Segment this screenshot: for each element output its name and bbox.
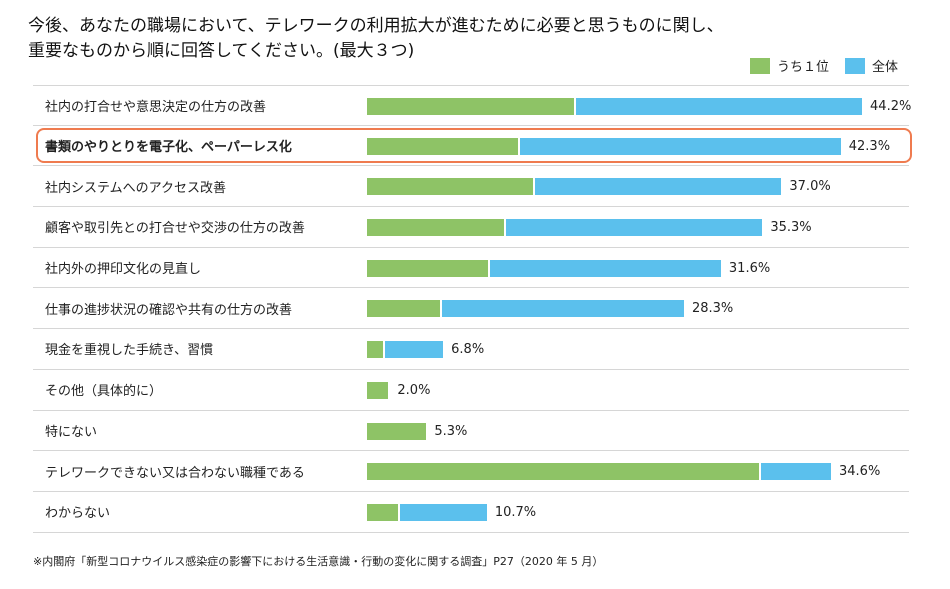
category-label: 現金を重視した手続き、習慣: [45, 343, 214, 359]
legend-label-total: 全体: [871, 60, 898, 75]
chart-row: テレワークできない又は合わない職種である 34.6%: [33, 451, 909, 492]
category-label: 社内外の押印文化の見直し: [45, 262, 202, 278]
chart-row: 社内外の押印文化の見直し 31.6%: [33, 248, 909, 289]
source-note: ※内閣府「新型コロナウイルス感染症の影響下における生活意識・行動の変化に関する調…: [33, 555, 604, 568]
category-label: 特にない: [45, 424, 98, 440]
category-label: わからない: [45, 506, 111, 522]
bar-segment-first: [367, 98, 575, 115]
bar-area: 6.8%: [367, 341, 907, 359]
bar-chart: 社内の打合せや意思決定の仕方の改善 44.2% 書類のやりとりを電子化、ペーパーレス…: [33, 85, 912, 533]
category-label: 顧客や取引先との打合せや交渉の仕方の改善: [45, 221, 305, 237]
bar-segment-first: [367, 178, 533, 196]
category-label: 仕事の進捗状況の確認や共有の仕方の改善: [45, 302, 293, 318]
bar-area: 34.6%: [367, 463, 907, 481]
bar-segment-first: [367, 300, 440, 318]
bar-segment-rest: [441, 300, 684, 318]
bar-segment-first: [367, 381, 389, 399]
value-label: 2.0%: [397, 382, 431, 398]
category-label: テレワークできない又は合わない職種である: [45, 465, 305, 481]
chart-row: わからない 10.7%: [33, 492, 909, 533]
bar-segment-rest: [400, 503, 487, 521]
bar-segment-first: [367, 463, 759, 481]
value-label: 44.2%: [870, 99, 912, 114]
bar-segment-first: [367, 341, 383, 359]
bar-area: 42.3%: [367, 137, 907, 155]
bar-segment-rest: [520, 137, 841, 155]
category-label: 書類のやりとりを電子化、ペーパーレス化: [45, 140, 292, 156]
value-label: 42.3%: [848, 138, 891, 154]
value-label: 37.0%: [789, 179, 831, 195]
chart-row: 顧客や取引先との打合せや交渉の仕方の改善 35.3%: [33, 207, 909, 248]
value-label: 28.3%: [691, 301, 734, 317]
bar-segment-first: [367, 219, 504, 237]
value-label: 6.8%: [451, 342, 485, 358]
bar-area: 10.7%: [367, 503, 907, 521]
legend-item-first: うち１位: [749, 56, 829, 75]
value-label: 5.3%: [434, 423, 468, 439]
bar-segment-rest: [489, 259, 721, 277]
chart-row: 書類のやりとりを電子化、ペーパーレス化 42.3%: [33, 126, 912, 167]
value-label: 35.3%: [770, 220, 812, 236]
bar-area: 5.3%: [367, 422, 907, 440]
chart-row: 仕事の進捗状況の確認や共有の仕方の改善 28.3%: [33, 288, 909, 330]
chart-title: 今後、あなたの職場において、テレワークの利用拡大が進むために必要と思うものに関し…: [28, 14, 908, 64]
chart-row: 現金を重視した手続き、習慣 6.8%: [33, 329, 909, 370]
bar-area: 44.2%: [367, 98, 911, 115]
bar-segment-first: [367, 259, 488, 277]
bar-segment-rest: [384, 341, 444, 359]
category-label: その他（具体的に）: [45, 384, 163, 400]
bar-segment-rest: [761, 463, 831, 481]
chart-row: その他（具体的に） 2.0%: [33, 370, 909, 411]
bar-segment-rest: [576, 98, 863, 115]
chart-title-line2: 重要なものから順に回答してください。(最大３つ): [28, 41, 415, 61]
chart-row: 社内の打合せや意思決定の仕方の改善 44.2%: [33, 85, 911, 126]
legend-label-first: うち１位: [776, 60, 829, 75]
bar-segment-rest: [505, 219, 763, 237]
legend-swatch-total: [844, 57, 865, 74]
bar-area: 28.3%: [367, 300, 907, 318]
bar-segment-first: [367, 137, 519, 155]
bar-segment-rest: [534, 178, 782, 196]
value-label: 31.6%: [728, 260, 771, 276]
legend-item-total: 全体: [844, 56, 898, 75]
chart-row: 特にない 5.3%: [33, 411, 909, 452]
chart-title-line1: 今後、あなたの職場において、テレワークの利用拡大が進むために必要と思うものに関し…: [28, 16, 724, 36]
bar-area: 2.0%: [367, 381, 907, 399]
bar-area: 37.0%: [367, 178, 907, 196]
legend-swatch-first: [749, 57, 770, 74]
category-label: 社内の打合せや意思決定の仕方の改善: [45, 99, 267, 115]
bar-area: 31.6%: [367, 259, 907, 277]
category-label: 社内システムへのアクセス改善: [45, 180, 226, 196]
bar-segment-first: [367, 503, 399, 521]
value-label: 10.7%: [494, 504, 537, 520]
bar-area: 35.3%: [367, 219, 907, 237]
value-label: 34.6%: [839, 464, 881, 480]
legend: うち１位 全体: [734, 56, 898, 75]
bar-segment-first: [367, 422, 427, 440]
chart-row: 社内システムへのアクセス改善 37.0%: [33, 166, 909, 208]
